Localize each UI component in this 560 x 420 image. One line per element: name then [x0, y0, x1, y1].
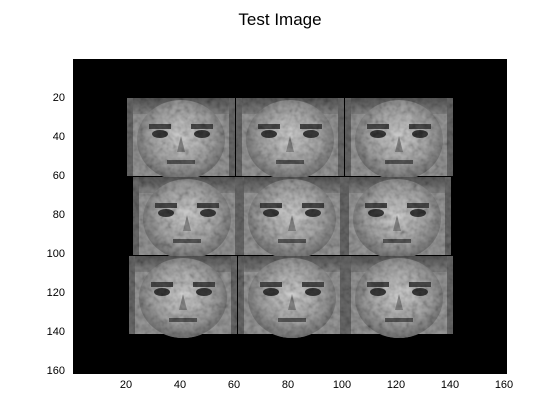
x-tick-label: 60	[227, 379, 241, 391]
y-tick-label: 160	[46, 365, 65, 377]
image-axes: 20 40 60 80 100 120 140 160 20 40 60 80 …	[47, 59, 513, 391]
y-tick-label: 120	[46, 287, 65, 299]
y-tick-label: 40	[52, 131, 65, 143]
face-grid	[127, 98, 453, 338]
face-tile-7	[129, 256, 237, 338]
y-tick-label: 20	[52, 92, 65, 104]
y-tick-label: 60	[52, 170, 65, 182]
x-tick-label: 40	[173, 379, 187, 391]
x-tick-label: 140	[440, 379, 460, 391]
face-tile-1	[127, 98, 235, 180]
face-tile-9	[345, 256, 453, 338]
x-tick-label: 80	[281, 379, 295, 391]
x-tick-label: 160	[494, 379, 514, 391]
face-tile-4	[133, 177, 241, 259]
face-tile-5	[238, 177, 346, 259]
figure-title: Test Image	[238, 10, 322, 29]
x-tick-label: 100	[332, 379, 352, 391]
y-tick-label: 140	[46, 326, 65, 338]
face-tile-6	[343, 177, 451, 259]
y-tick-label: 100	[46, 248, 65, 260]
y-tick-label: 80	[52, 209, 65, 221]
x-tick-label: 120	[386, 379, 406, 391]
face-tile-8	[238, 256, 346, 338]
face-tile-3	[345, 98, 453, 180]
x-tick-label: 20	[119, 379, 133, 391]
image-canvas	[73, 59, 507, 374]
face-tile-2	[236, 98, 344, 180]
